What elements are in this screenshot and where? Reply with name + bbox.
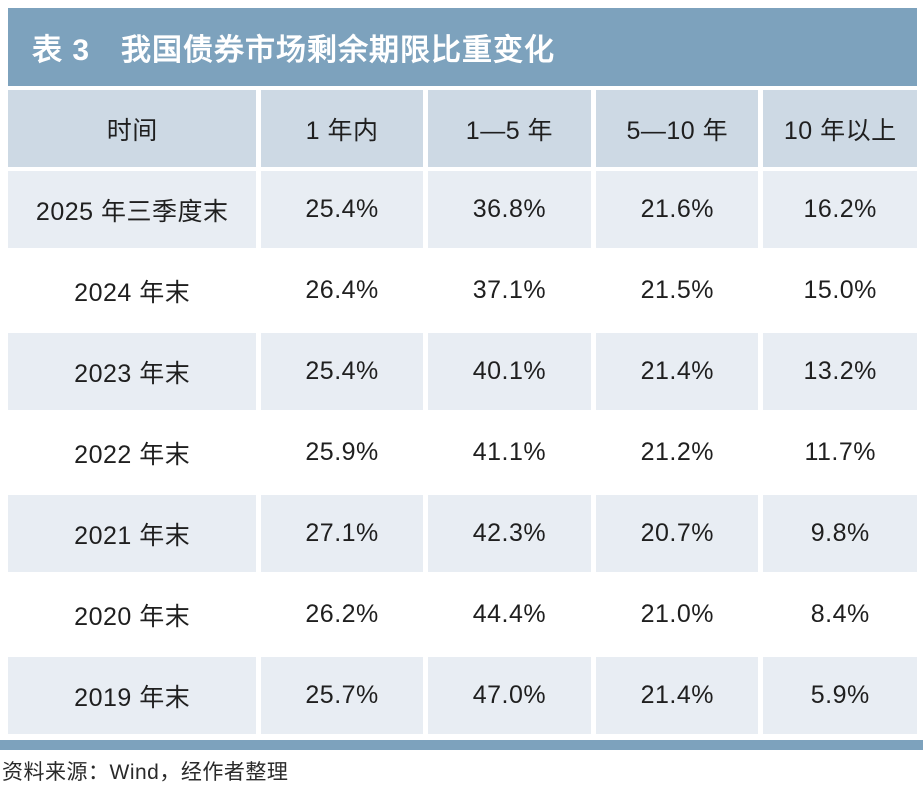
table-cell: 9.8% xyxy=(763,495,917,572)
table-cell: 36.8% xyxy=(427,171,592,248)
column-header-1-5y: 1—5 年 xyxy=(427,90,592,167)
table-cell: 21.4% xyxy=(596,333,759,410)
table-cell: 25.9% xyxy=(261,414,423,491)
table-cell: 27.1% xyxy=(261,495,423,572)
column-header-5-10y: 5—10 年 xyxy=(596,90,759,167)
table-cell: 21.0% xyxy=(596,576,759,653)
table-cell: 37.1% xyxy=(427,252,592,329)
table-cell: 25.4% xyxy=(261,333,423,410)
row-label-2025q3: 2025 年三季度末 xyxy=(8,171,257,248)
table-cell: 11.7% xyxy=(763,414,917,491)
table-cell: 20.7% xyxy=(596,495,759,572)
row-label-2022: 2022 年末 xyxy=(8,414,257,491)
table-cell: 25.7% xyxy=(261,657,423,734)
row-label-2019: 2019 年末 xyxy=(8,657,257,734)
table-cell: 47.0% xyxy=(427,657,592,734)
table-cell: 40.1% xyxy=(427,333,592,410)
table-cell: 21.4% xyxy=(596,657,759,734)
table-cell: 21.6% xyxy=(596,171,759,248)
row-label-2023: 2023 年末 xyxy=(8,333,257,410)
row-label-2021: 2021 年末 xyxy=(8,495,257,572)
table-title-bar: 表 3 我国债券市场剩余期限比重变化 xyxy=(8,8,917,86)
table-cell: 25.4% xyxy=(261,171,423,248)
table-bottom-rule xyxy=(0,740,923,750)
table-cell: 26.4% xyxy=(261,252,423,329)
table-cell: 41.1% xyxy=(427,414,592,491)
table-cell: 44.4% xyxy=(427,576,592,653)
table-cell: 13.2% xyxy=(763,333,917,410)
column-header-1y: 1 年内 xyxy=(261,90,423,167)
column-header-over-10y: 10 年以上 xyxy=(763,90,917,167)
table-cell: 21.2% xyxy=(596,414,759,491)
source-note: 资料来源：Wind，经作者整理 xyxy=(2,761,289,784)
row-label-2020: 2020 年末 xyxy=(8,576,257,653)
table-title: 表 3 我国债券市场剩余期限比重变化 xyxy=(32,34,556,67)
table-cell: 15.0% xyxy=(763,252,917,329)
maturity-table: 时间 1 年内 1—5 年 5—10 年 10 年以上 2025 年三季度末 2… xyxy=(8,90,917,734)
table-cell: 21.5% xyxy=(596,252,759,329)
column-header-time: 时间 xyxy=(8,90,257,167)
table-cell: 5.9% xyxy=(763,657,917,734)
table-cell: 42.3% xyxy=(427,495,592,572)
row-label-2024: 2024 年末 xyxy=(8,252,257,329)
table-cell: 16.2% xyxy=(763,171,917,248)
table-cell: 8.4% xyxy=(763,576,917,653)
table-cell: 26.2% xyxy=(261,576,423,653)
